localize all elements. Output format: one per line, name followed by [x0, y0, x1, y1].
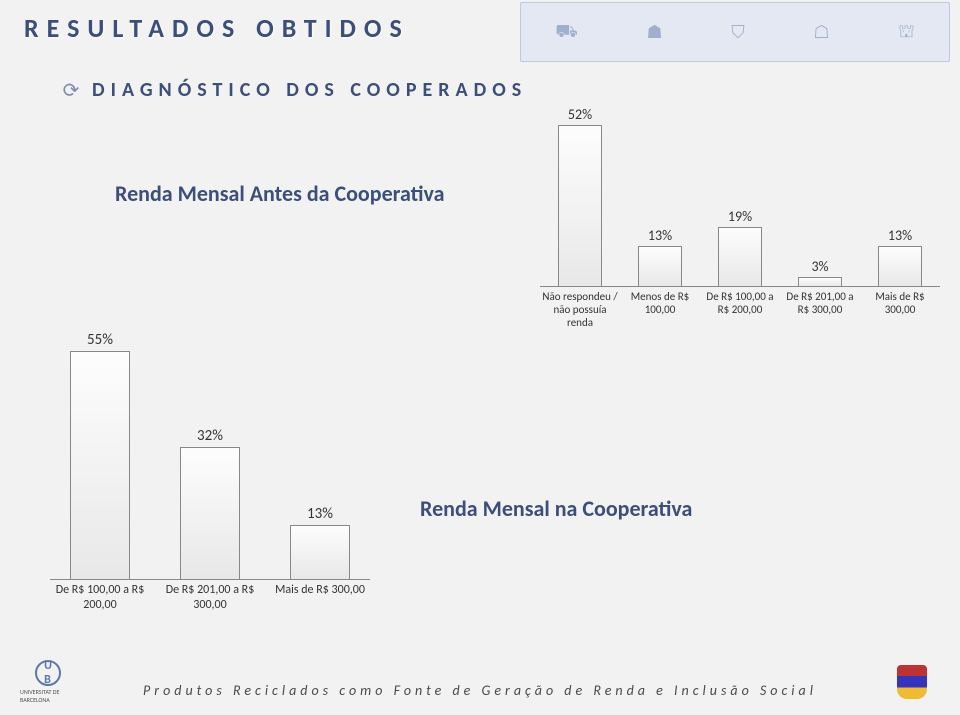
- bar: [180, 447, 240, 579]
- page-title: RESULTADOS OBTIDOS: [24, 12, 410, 44]
- subtitle: DIAGNÓSTICO DOS COOPERADOS: [92, 78, 527, 102]
- cycle-icon: ⟳: [60, 79, 82, 101]
- bar: [638, 246, 682, 286]
- bar-value-label: 13%: [630, 227, 690, 244]
- bar-category-label: Menos de R$ 100,00: [621, 290, 699, 316]
- chart2-plot: 55%De R$ 100,00 a R$ 200,00 32%De R$ 201,…: [50, 340, 370, 580]
- bar-group: 32%De R$ 201,00 a R$ 300,00: [180, 447, 240, 579]
- bar-group: 52%Não respondeu / não possuía renda: [558, 125, 602, 286]
- bar-category-label: De R$ 201,00 a R$ 300,00: [160, 583, 260, 613]
- bar-value-label: 19%: [710, 208, 770, 225]
- bar: [718, 227, 762, 286]
- bar-category-label: Mais de R$ 300,00: [861, 290, 939, 316]
- chart1: 52%Não respondeu / não possuía renda13%M…: [540, 115, 940, 345]
- bar-group: 13%Mais de R$ 300,00: [290, 525, 350, 579]
- bar-category-label: De R$ 100,00 a R$ 200,00: [50, 583, 150, 613]
- bar-value-label: 3%: [790, 258, 850, 275]
- logo-uesb: [884, 663, 940, 701]
- bar: [798, 277, 842, 286]
- bar-category-label: De R$ 201,00 a R$ 300,00: [781, 290, 859, 316]
- bar: [70, 351, 130, 579]
- header-illustration: ⛟☗⛉☖⛫: [520, 2, 950, 62]
- bar-value-label: 13%: [285, 505, 355, 523]
- bar: [290, 525, 350, 579]
- bar-group: 13%Menos de R$ 100,00: [638, 246, 682, 286]
- bar-value-label: 55%: [65, 331, 135, 349]
- bar-group: 13%Mais de R$ 300,00: [878, 246, 922, 286]
- bar-category-label: Mais de R$ 300,00: [270, 583, 370, 598]
- bar-value-label: 32%: [175, 427, 245, 445]
- bar-group: 3%De R$ 201,00 a R$ 300,00: [798, 277, 842, 286]
- bar: [878, 246, 922, 286]
- bar-group: 19%De R$ 100,00 a R$ 200,00: [718, 227, 762, 286]
- chart2-title: Renda Mensal na Cooperativa: [420, 495, 692, 522]
- chart2: 55%De R$ 100,00 a R$ 200,0032%De R$ 201,…: [50, 335, 370, 635]
- subtitle-row: ⟳ DIAGNÓSTICO DOS COOPERADOS: [60, 78, 527, 102]
- bar-group: 55%De R$ 100,00 a R$ 200,00: [70, 351, 130, 579]
- footer-text: Produtos Reciclados como Fonte de Geraçã…: [0, 682, 960, 699]
- bar-category-label: De R$ 100,00 a R$ 200,00: [701, 290, 779, 316]
- bar-value-label: 52%: [550, 106, 610, 123]
- bar-value-label: 13%: [870, 227, 930, 244]
- logo-barcelona: UB UNIVERSITAT DE BARCELONA: [20, 663, 76, 701]
- bar-category-label: Não respondeu / não possuía renda: [541, 290, 619, 330]
- chart1-title: Renda Mensal Antes da Cooperativa: [115, 180, 444, 207]
- bar: [558, 125, 602, 286]
- chart1-plot: 52%Não respondeu / não possuía renda 13%M…: [540, 117, 940, 287]
